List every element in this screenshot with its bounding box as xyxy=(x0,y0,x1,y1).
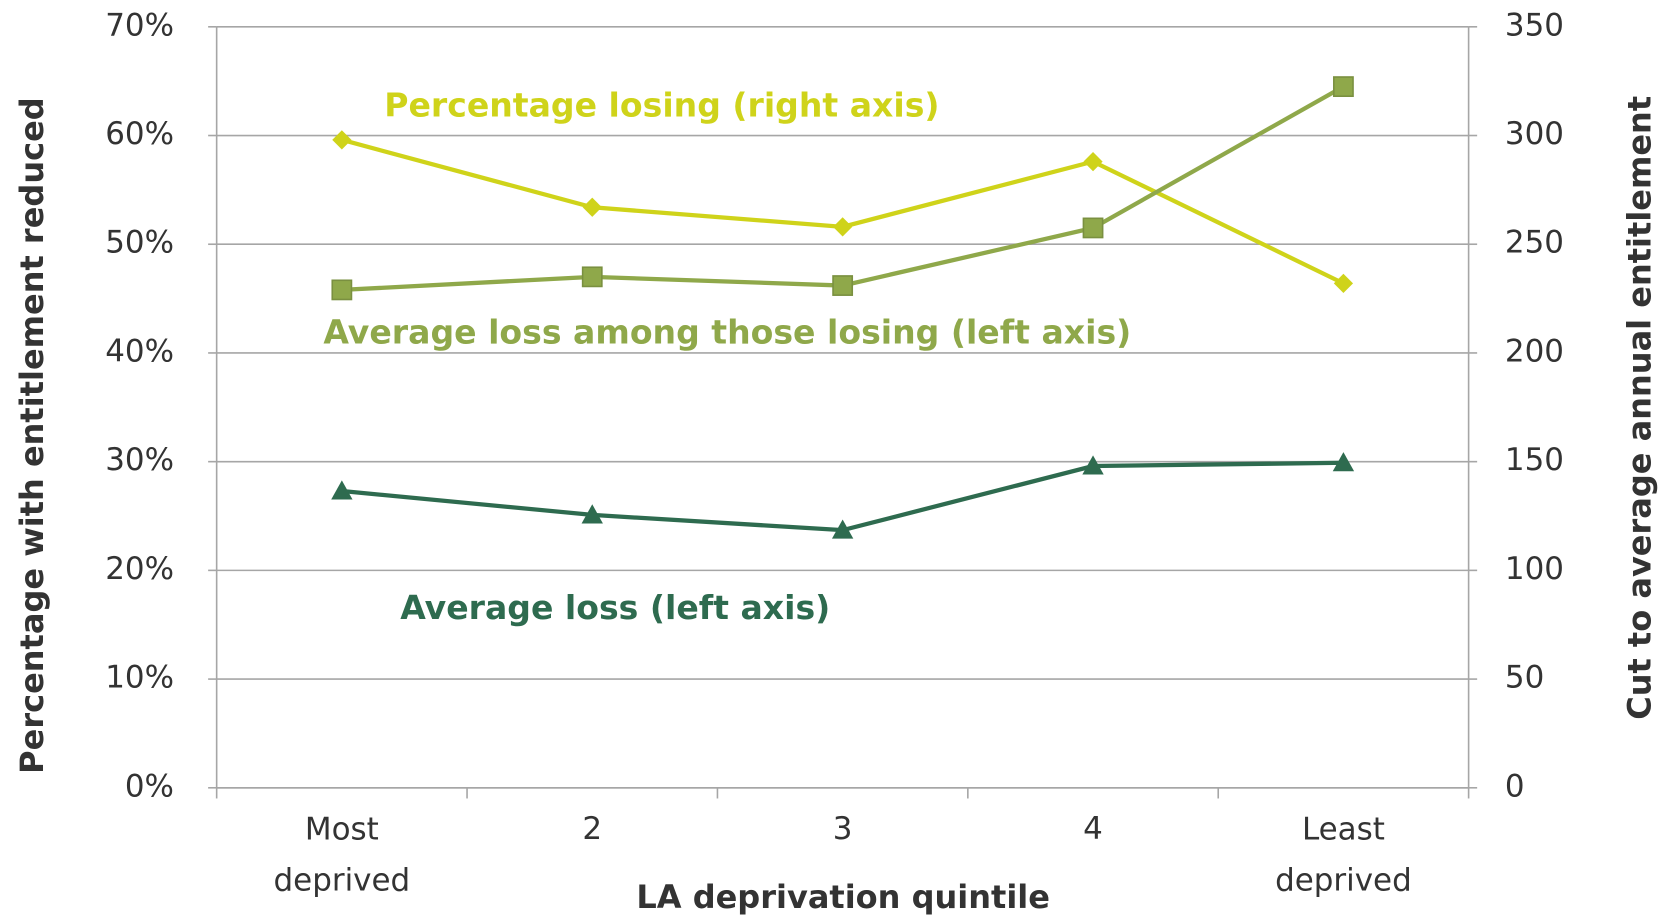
line xyxy=(341,137,1345,286)
y2-tick-label: 150 xyxy=(1505,442,1564,478)
marker xyxy=(581,266,603,288)
marker xyxy=(582,197,602,217)
marker xyxy=(331,480,353,500)
y-tick-label: 40% xyxy=(105,333,174,369)
marker xyxy=(1083,152,1103,172)
y-axis-title: Percentage with entitlement reduced xyxy=(13,97,51,774)
y-tick-label: 20% xyxy=(105,551,174,587)
x-axis-title: LA deprivation quintile xyxy=(636,878,1050,916)
marker xyxy=(1333,273,1354,293)
series-label: Average loss among those losing (left ax… xyxy=(323,313,1131,352)
y2-tick-label: 50 xyxy=(1505,660,1544,696)
y2-tick-label: 350 xyxy=(1505,7,1564,43)
y2-tick-label: 0 xyxy=(1505,768,1525,804)
y2-tick-label: 300 xyxy=(1505,116,1564,152)
y-tick-label: 60% xyxy=(105,116,174,152)
y2-tick-label: 200 xyxy=(1505,333,1564,369)
x-tick-label: Most deprived xyxy=(274,811,411,898)
marker xyxy=(1082,217,1104,239)
marker xyxy=(1082,455,1104,475)
x-tick-label: Least deprived xyxy=(1275,811,1412,898)
x-tick-label: 3 xyxy=(833,811,853,847)
x-tick-label: 2 xyxy=(582,811,602,847)
y-tick-label: 10% xyxy=(105,660,174,696)
y2-tick-label: 250 xyxy=(1505,225,1564,261)
marker xyxy=(581,504,603,524)
marker xyxy=(833,217,853,237)
y-tick-label: 50% xyxy=(105,225,174,261)
marker xyxy=(332,130,352,150)
x-tick-label: 4 xyxy=(1083,811,1103,847)
marker xyxy=(1332,452,1355,472)
y-tick-label: 0% xyxy=(125,768,174,804)
series-label: Percentage losing (right axis) xyxy=(384,85,939,124)
marker xyxy=(832,275,854,296)
marker xyxy=(831,519,854,539)
y2-tick-label: 100 xyxy=(1505,551,1564,587)
y-tick-label: 70% xyxy=(105,7,174,43)
y-tick-label: 30% xyxy=(105,442,174,478)
series-label: Average loss (left axis) xyxy=(400,588,830,627)
marker xyxy=(1333,76,1354,98)
marker xyxy=(331,279,353,301)
y2-axis-title: Cut to average annual entitlement xyxy=(1621,96,1659,720)
